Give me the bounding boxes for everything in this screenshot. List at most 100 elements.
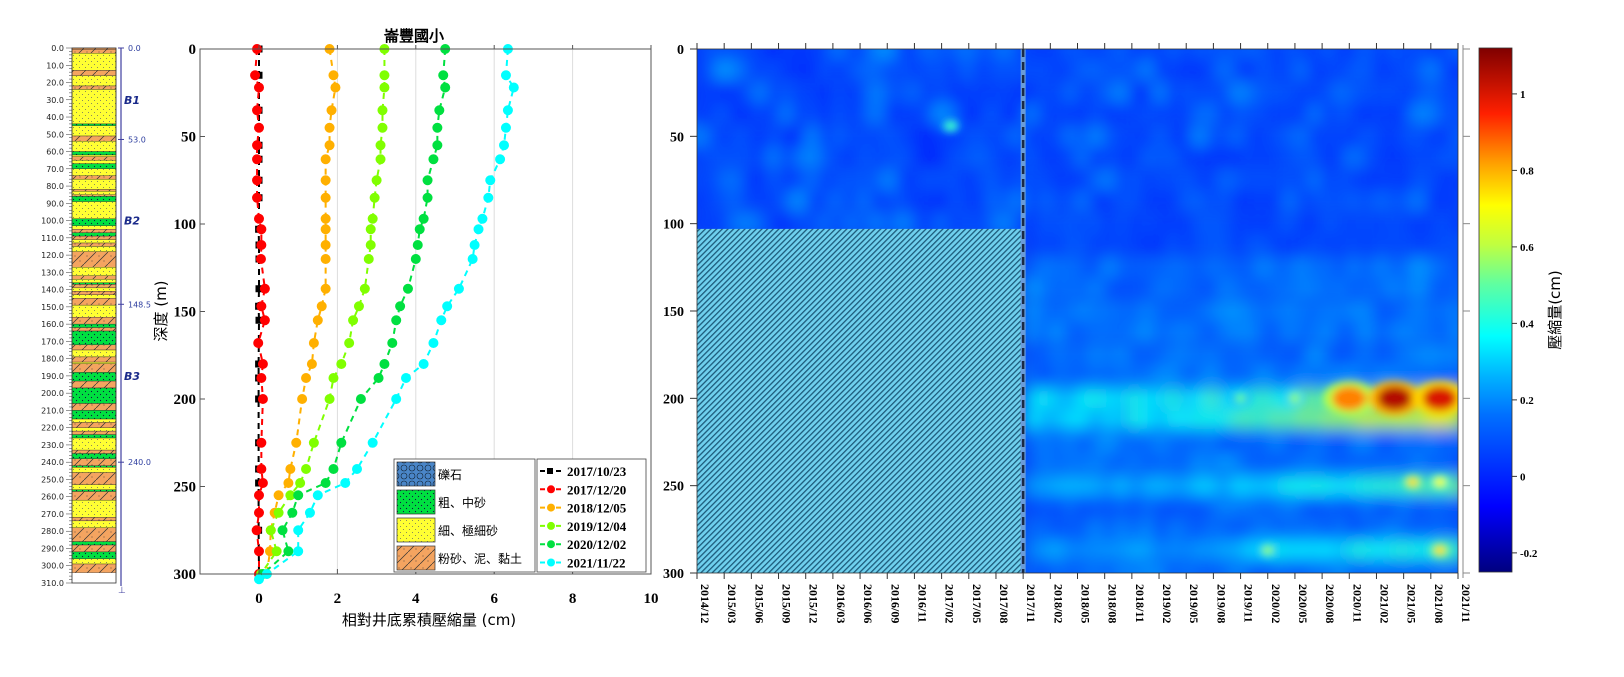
- heatmap-cell: [1384, 170, 1403, 190]
- heatmap-cell: [1332, 321, 1351, 342]
- heatmap-cell: [1152, 103, 1171, 124]
- heatmap-cell: [1358, 126, 1377, 147]
- layer-fine: [71, 349, 117, 358]
- series-line: [265, 48, 337, 575]
- heatmap-cell: [713, 59, 732, 80]
- heatmap-cell: [1332, 126, 1351, 147]
- data-point: [256, 464, 267, 474]
- heatmap-cell: [1036, 388, 1055, 409]
- heatmap-cell: [1449, 519, 1458, 540]
- heatmap-cell: [997, 59, 1016, 80]
- heatmap-cell: [1126, 321, 1145, 342]
- data-point: [502, 105, 513, 116]
- colorbar-gradient: [1478, 47, 1513, 573]
- y-axis: 0 50 100 150 200 250 300: [174, 42, 205, 583]
- heatmap-cell: [1410, 432, 1429, 452]
- heatmap-cell: [1152, 432, 1171, 452]
- data-point: [293, 490, 304, 501]
- data-point: [500, 70, 511, 81]
- heatmap-cell: [1036, 519, 1055, 540]
- heatmap-cell: [1345, 103, 1364, 124]
- legend-label: 2020/12/02: [567, 537, 626, 552]
- heatmap-cell: [1100, 432, 1119, 452]
- heatmap-cell: [1023, 365, 1042, 386]
- time-tick-label: 2021/08: [1432, 584, 1446, 623]
- heatmap-cell: [1062, 126, 1081, 147]
- heatmap-cell: [1423, 147, 1442, 168]
- heatmap-cell: [1139, 496, 1158, 517]
- heatmap-cell: [739, 213, 758, 234]
- depth-tick-label: 220.0: [41, 424, 64, 433]
- heatmap-cell: [1229, 59, 1248, 80]
- heatmap-cell: [816, 103, 835, 124]
- heatmap-cell: [1229, 126, 1248, 147]
- heatmap-cell: [958, 126, 977, 147]
- heatmap-cell: [1216, 365, 1235, 386]
- legend-label: 2019/12/04: [567, 519, 627, 534]
- heatmap-cell: [1049, 452, 1068, 473]
- layer-silt: [71, 380, 117, 389]
- heatmap-cell: [1345, 126, 1364, 147]
- heatmap-cell: [1371, 432, 1390, 452]
- heatmap-cell: [1216, 278, 1235, 299]
- heatmap-cell: [1023, 82, 1042, 103]
- data-point: [387, 338, 398, 348]
- no-data-region: [697, 228, 1024, 573]
- unit-boundary-label: 148.5: [128, 300, 151, 309]
- data-point: [432, 122, 443, 133]
- heatmap-cell: [1345, 344, 1364, 365]
- heatmap-cell: [1384, 365, 1403, 386]
- heatmap-cell: [1320, 257, 1339, 278]
- heatmap-cell: [1113, 82, 1132, 103]
- depth-axis-heatmap: 0 50 100 150 200 250 300: [663, 43, 1470, 582]
- hotspot: [1288, 393, 1301, 404]
- depth-tick-label: 40.0: [46, 113, 64, 122]
- series-2021/11/22: [254, 44, 519, 585]
- heatmap-cell: [1049, 365, 1068, 386]
- data-point: [395, 301, 406, 312]
- heatmap-cell: [804, 59, 823, 80]
- heatmap-cell: [1242, 82, 1261, 103]
- heatmap-cell: [1410, 519, 1429, 540]
- heatmap-cell: [1397, 59, 1416, 80]
- heatmap-cell: [1036, 496, 1055, 517]
- heatmap-cell: [1191, 190, 1210, 211]
- heatmap-cell: [1074, 213, 1093, 234]
- series-group: [250, 44, 519, 585]
- depth-tick-label: 170.0: [41, 337, 64, 346]
- heatmap-cell: [920, 103, 939, 124]
- heatmap-cell: [1049, 301, 1068, 321]
- heatmap-cell: [791, 170, 810, 190]
- heatmap-cell: [1113, 365, 1132, 386]
- heatmap-cell: [1152, 190, 1171, 211]
- depth-tick-label: 250.0: [41, 475, 64, 484]
- heatmap-cell: [1100, 519, 1119, 540]
- heatmap-cell: [1449, 82, 1458, 103]
- heatmap-cell: [1384, 452, 1403, 473]
- heatmap-cell: [1358, 519, 1377, 540]
- data-point: [254, 213, 264, 224]
- heatmap-cell: [1410, 278, 1429, 299]
- heatmap-cell: [842, 103, 861, 124]
- heatmap-cell: [1345, 301, 1364, 321]
- heatmap-cell: [1320, 103, 1339, 124]
- heatmap-cell: [1216, 452, 1235, 473]
- heatmap-cell: [842, 82, 861, 103]
- layer-fine: [71, 201, 117, 220]
- heatmap-cell: [1165, 103, 1184, 124]
- heatmap-cell: [1294, 321, 1313, 342]
- heatmap-cell: [1307, 475, 1326, 496]
- heatmap-cell: [1191, 344, 1210, 365]
- heatmap-cell: [1358, 213, 1377, 234]
- heatmap-cell: [1191, 409, 1210, 430]
- heatmap-cell: [1281, 519, 1300, 540]
- layer-silt: [71, 356, 117, 363]
- heatmap-cell: [1320, 344, 1339, 365]
- data-point: [391, 315, 402, 326]
- heatmap-cell: [1449, 321, 1458, 342]
- heatmap-cell: [1294, 103, 1313, 124]
- heatmap-cell: [765, 82, 784, 103]
- hotspot: [944, 120, 957, 131]
- heatmap-cell: [713, 170, 732, 190]
- heatmap-cell: [945, 82, 964, 103]
